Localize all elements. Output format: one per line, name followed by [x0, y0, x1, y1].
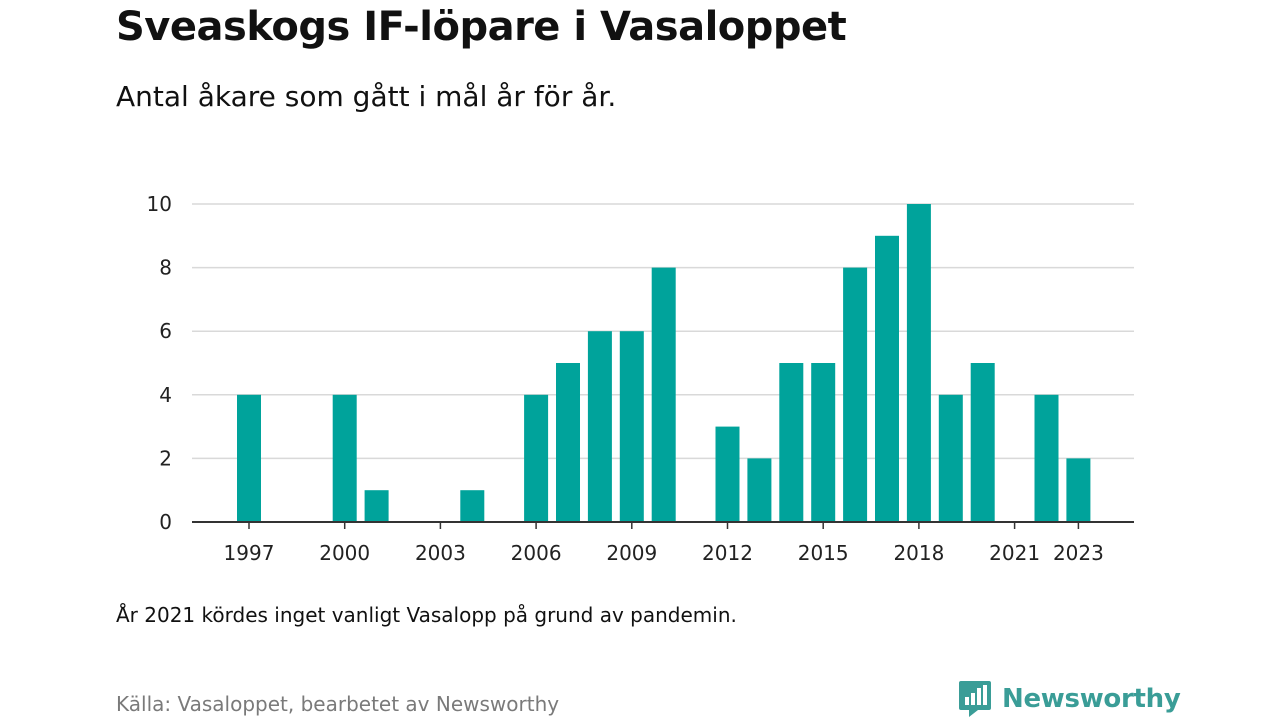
- y-tick-label: 2: [159, 446, 172, 470]
- y-tick-label: 8: [159, 256, 172, 280]
- x-tick-label: 1997: [224, 541, 275, 565]
- bar-2007: [556, 363, 580, 522]
- bar-2013: [747, 458, 772, 522]
- x-tick-label: 2015: [798, 541, 849, 565]
- bar-2019: [938, 394, 963, 522]
- x-tick-label: 2000: [319, 541, 370, 565]
- y-axis-ticks: 0 2 4 6 8 10: [147, 192, 172, 534]
- bar-2022: [1034, 394, 1059, 522]
- x-tick-label: 2021: [989, 541, 1040, 565]
- brand-name: Newsworthy: [1002, 684, 1181, 714]
- x-axis-ticks: 1997 2000 2003 2006 2009 2012 2015 2018 2021 2023: [224, 522, 1104, 565]
- bar-1997: [237, 394, 261, 522]
- bar-2009: [619, 331, 644, 522]
- x-tick-label: 2006: [511, 541, 562, 565]
- x-tick-label: 2018: [893, 541, 944, 565]
- bar-2008: [587, 331, 612, 522]
- y-tick-label: 0: [159, 510, 172, 534]
- chart-subtitle: Antal åkare som gått i mål år för år.: [116, 80, 617, 113]
- bar-2020: [970, 363, 995, 522]
- bar-chart: 0 2 4 6 8 10 1997 2000 2003 2006 2009 2012 2015 2018…: [147, 192, 1134, 565]
- bar-2006: [524, 394, 549, 522]
- bar-2012: [715, 426, 740, 522]
- x-tick-label: 2012: [702, 541, 753, 565]
- bar-2017: [875, 235, 899, 523]
- brand-logo: Newsworthy: [958, 680, 1181, 718]
- bar-2001: [364, 490, 389, 522]
- bars: [237, 204, 1091, 523]
- x-tick-label: 2009: [606, 541, 657, 565]
- chart-note: År 2021 kördes inget vanligt Vasalopp på…: [116, 603, 737, 627]
- chart-title: Sveaskogs IF-löpare i Vasaloppet: [116, 4, 847, 50]
- newsworthy-logo-icon: [959, 681, 991, 717]
- bar-2016: [843, 267, 868, 522]
- bar-2000: [332, 394, 357, 522]
- bar-2010: [651, 267, 676, 522]
- bar-2015: [811, 363, 836, 522]
- y-tick-label: 10: [147, 192, 172, 216]
- bar-2018: [906, 204, 931, 522]
- bar-2023: [1066, 458, 1091, 522]
- y-tick-label: 4: [159, 383, 172, 407]
- source-text: Källa: Vasaloppet, bearbetet av Newswort…: [116, 692, 560, 716]
- y-tick-label: 6: [159, 319, 172, 343]
- x-tick-label: 2023: [1053, 541, 1104, 565]
- bar-2004: [460, 490, 485, 522]
- x-tick-label: 2003: [415, 541, 466, 565]
- bar-2014: [779, 363, 804, 522]
